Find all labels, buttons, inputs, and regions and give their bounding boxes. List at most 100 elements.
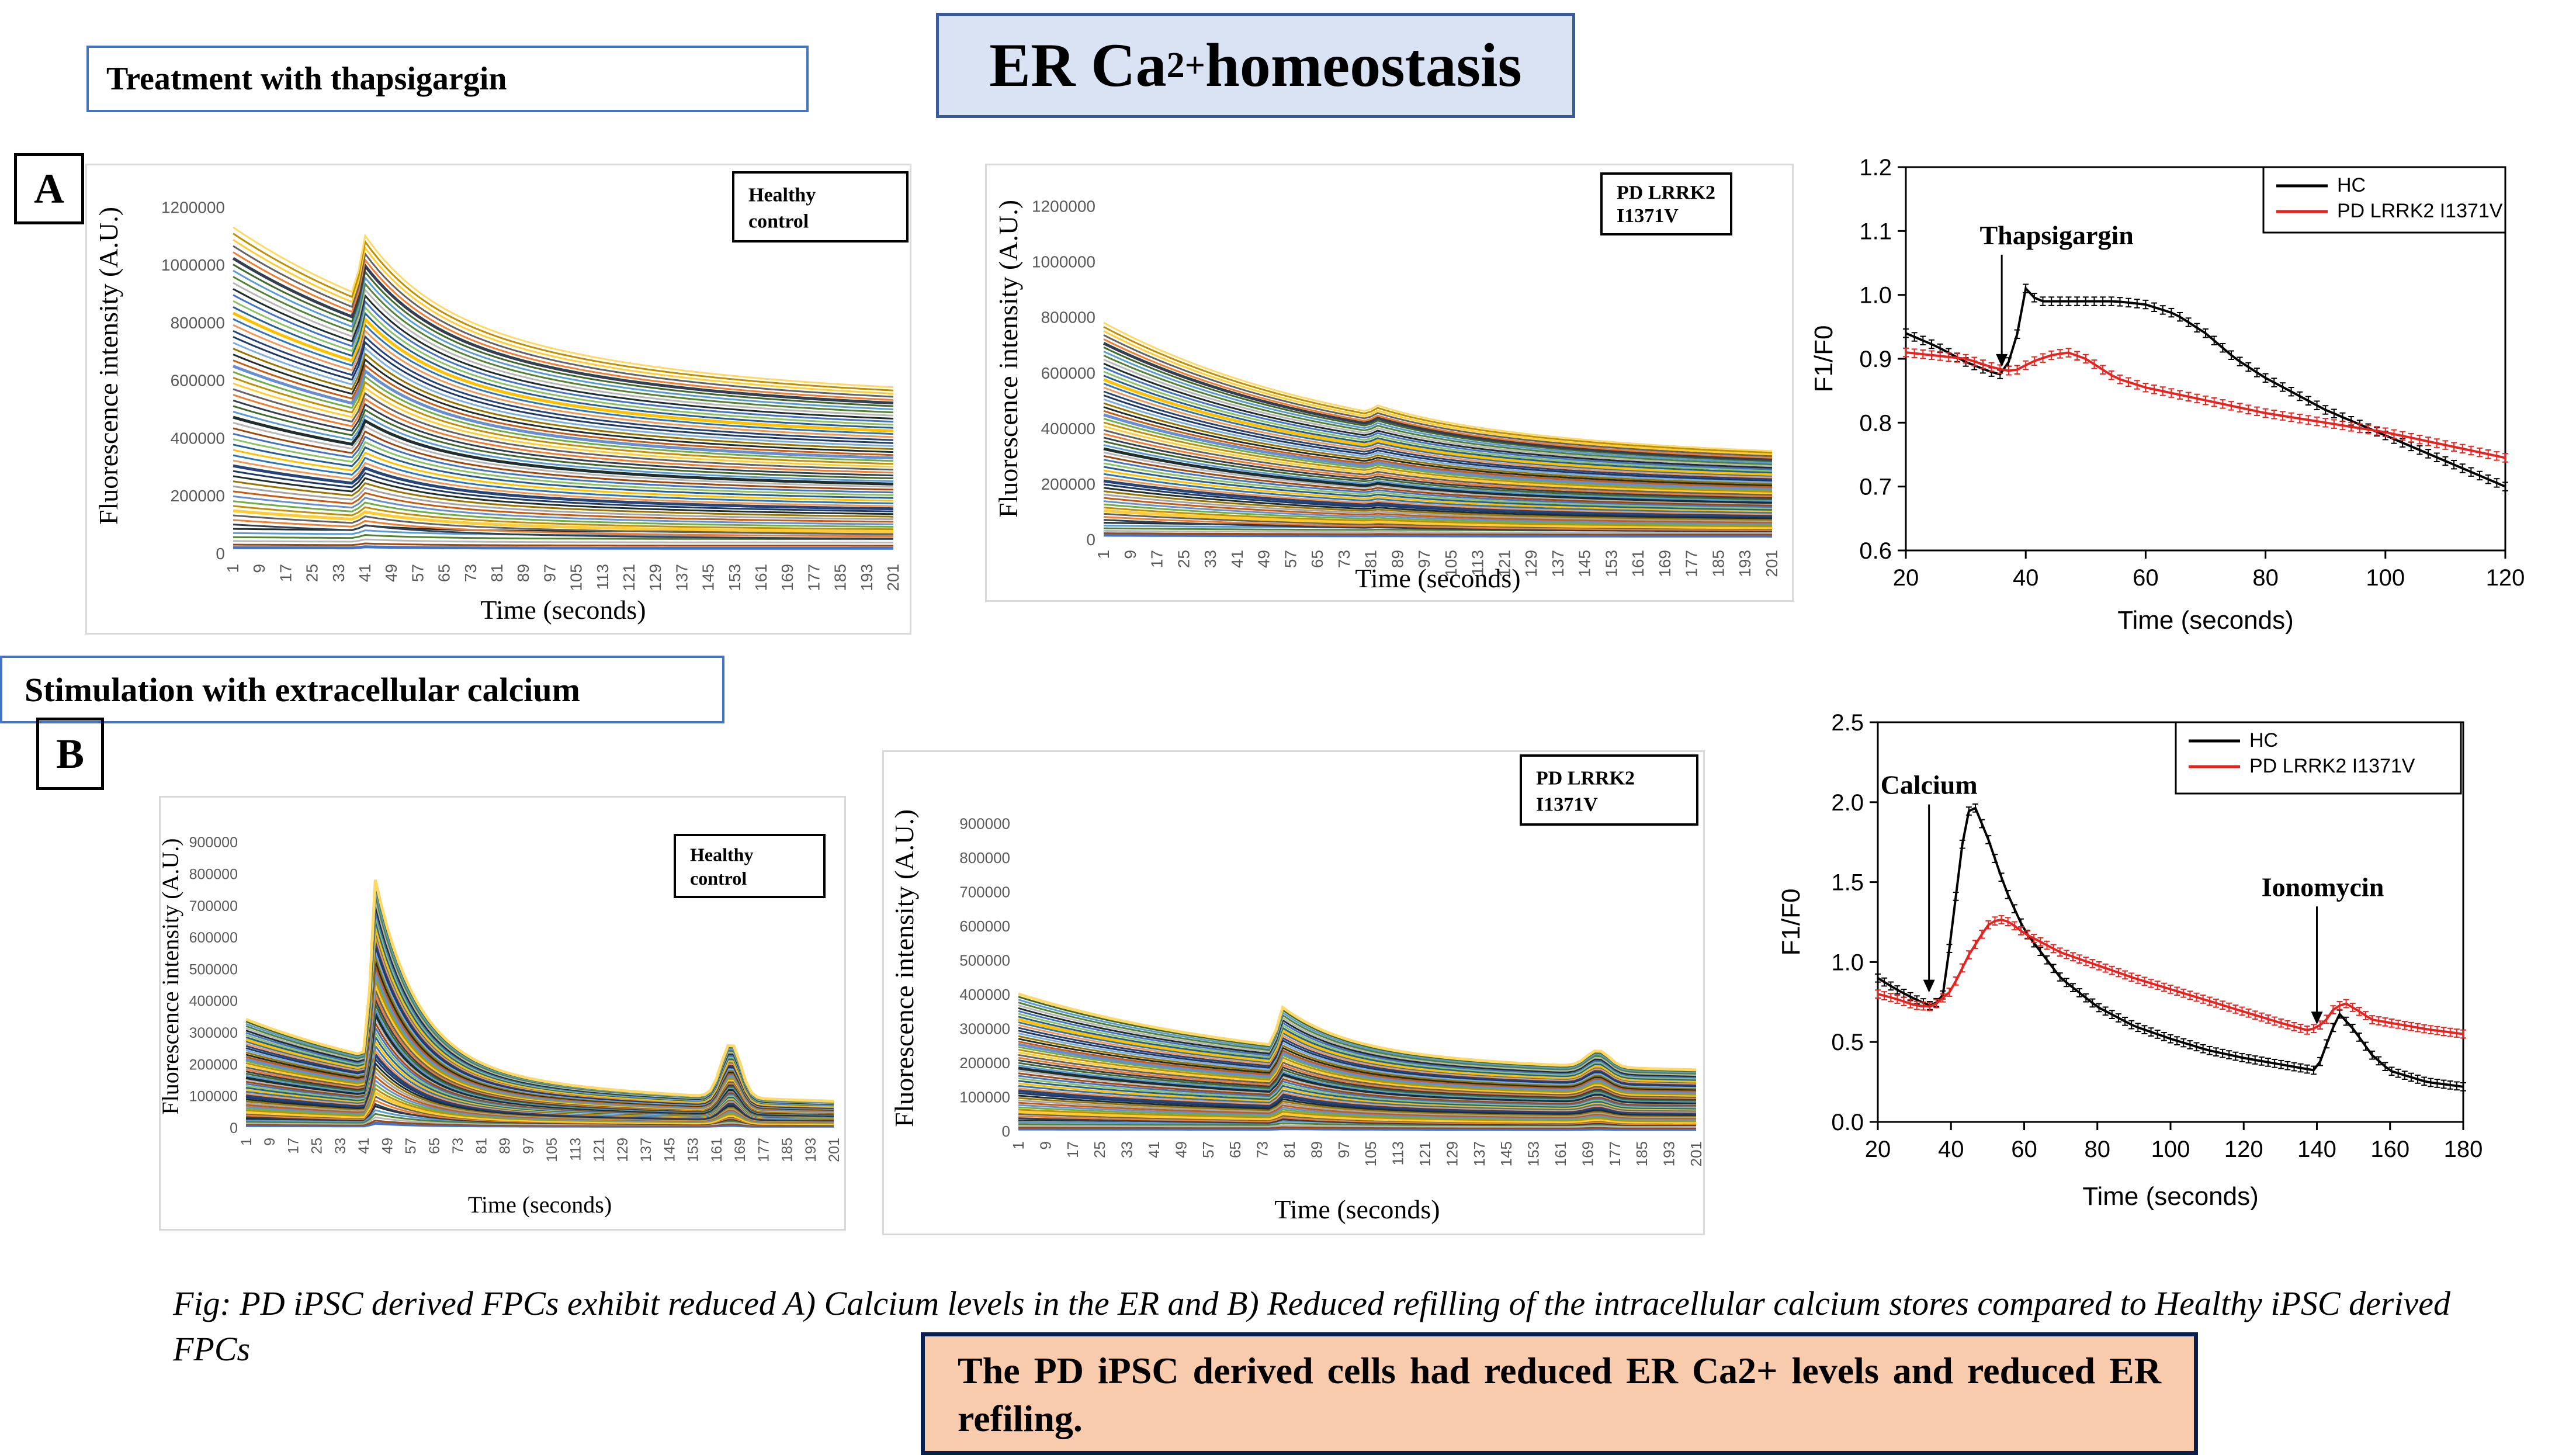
trace-line [1103,493,1772,522]
trace-line [233,449,894,502]
x-tick-label: 153 [726,564,744,591]
trace-line [233,318,894,435]
x-tick-label: 161 [1629,550,1647,577]
x-tick-label: 121 [591,1138,608,1162]
x-tick-label: 177 [805,564,823,591]
legend-frame [2175,721,2462,795]
x-tick-label: 97 [521,1138,537,1154]
x-tick-label: 49 [379,1138,396,1154]
trace-line [1103,378,1773,476]
trace-line [233,264,894,407]
trace-line [1103,447,1773,504]
x-tick-label: 57 [1199,1141,1217,1158]
y-tick-label: 200000 [171,487,225,505]
x-tick-label: 60 [2011,1137,2037,1162]
trace-line [1103,455,1773,507]
chart-a-summary: 0.6 0.7 0.8 0.9 1.0 1.1 1.2 20 40 60 80 100 120 Time … [1811,146,2571,654]
trace-line [233,495,894,525]
legend-entry: HC [2337,174,2366,196]
trace-line [233,348,894,450]
trace-line [233,509,893,534]
trace-line [1018,1051,1697,1097]
annotation-label: Ionomycin [2262,872,2384,902]
x-tick-label: 60 [2133,565,2159,591]
trace-line [1103,497,1773,524]
legend-line-1: Healthy [748,185,816,206]
trace-line [1103,394,1773,482]
y-axis-label: F1/F0 [1777,889,1805,956]
legend-line-2: I1371V [1536,794,1598,815]
y-tick-label: 300000 [189,1025,238,1041]
trace-line [1103,476,1773,515]
trace-line [233,480,894,518]
trace-line [233,490,894,523]
x-tick-label: 49 [1255,550,1273,568]
trace-line [233,500,894,528]
x-tick-label: 121 [1416,1141,1434,1166]
y-tick-label: 1200000 [161,198,225,216]
x-tick-label: 201 [884,564,902,591]
x-tick-label: 89 [1308,1141,1325,1158]
x-tick-label: 185 [1709,550,1727,577]
trace-line [245,879,834,1103]
y-tick-label: 1.0 [1859,283,1892,309]
x-tick-label: 17 [285,1138,301,1154]
x-tick-label: 81 [1362,550,1380,568]
x-tick-label: 137 [1471,1141,1488,1166]
trace-line [1104,534,1773,538]
x-tick-label: 89 [497,1138,514,1154]
trace-line [233,288,894,420]
x-tick-label: 41 [1228,550,1246,568]
chart-b-healthy-traces: 0 100000 200000 300000 400000 500000 600000 700… [159,796,846,1231]
trace-line [1018,1013,1697,1080]
trace-line [1103,503,1773,526]
x-tick-label: 49 [1172,1141,1190,1158]
trace-line [1018,1064,1697,1103]
trace-line [1018,1042,1697,1094]
chart-b-pd-traces: 0 100000 200000 300000 400000 500000 600000 700… [882,750,1705,1235]
x-tick-label: 113 [567,1138,584,1161]
x-tick-label: 169 [778,564,796,591]
x-tick-label: 161 [1552,1141,1569,1166]
trace-line [1103,444,1773,502]
y-tick-label: 0.9 [1859,347,1892,372]
y-tick-label: 400000 [171,429,225,447]
conclusion-box: The PD iPSC derived cells had reduced ER… [921,1332,2198,1455]
trace-line [1103,529,1772,534]
trace-line [1103,500,1773,525]
x-tick-label: 160 [2370,1137,2409,1162]
trace-line [1018,1075,1697,1107]
trace-line [233,514,894,535]
y-tick-label: 200000 [959,1054,1010,1072]
y-tick-label: 200000 [1041,475,1095,493]
trace-line [1103,362,1773,469]
y-tick-label: 800000 [171,314,225,332]
x-tick-label: 169 [1579,1141,1596,1166]
x-axis-label: Time (seconds) [2117,606,2294,635]
x-tick-label: 41 [356,1138,372,1154]
trace-line [233,534,893,541]
y-tick-label: 700000 [189,898,238,914]
y-tick-label: 600000 [959,917,1010,935]
y-tick-label: 1.5 [1831,870,1864,896]
trace-line [233,306,894,429]
series-line-pd [1905,351,2506,459]
x-tick-label: 97 [1335,1141,1353,1158]
trace-line [1103,398,1773,483]
trace-line [1103,490,1773,521]
trace-line [233,405,894,480]
trace-line [1018,1062,1697,1101]
series-line-hc [1877,806,2464,1088]
trace-line [1018,1110,1696,1124]
legend-box [732,171,909,243]
x-tick-label: 185 [779,1138,796,1162]
x-tick-label: 33 [332,1138,349,1154]
y-tick-label: 0.6 [1859,538,1892,564]
x-axis-label: Time (seconds) [480,595,646,625]
trace-line [1103,516,1772,531]
trace-line [233,342,894,447]
x-tick-label: 193 [803,1138,819,1162]
y-axis-label: Fluorescence intensity (A.U.) [889,809,919,1127]
x-tick-label: 25 [309,1138,325,1154]
x-tick-label: 65 [1308,550,1326,568]
